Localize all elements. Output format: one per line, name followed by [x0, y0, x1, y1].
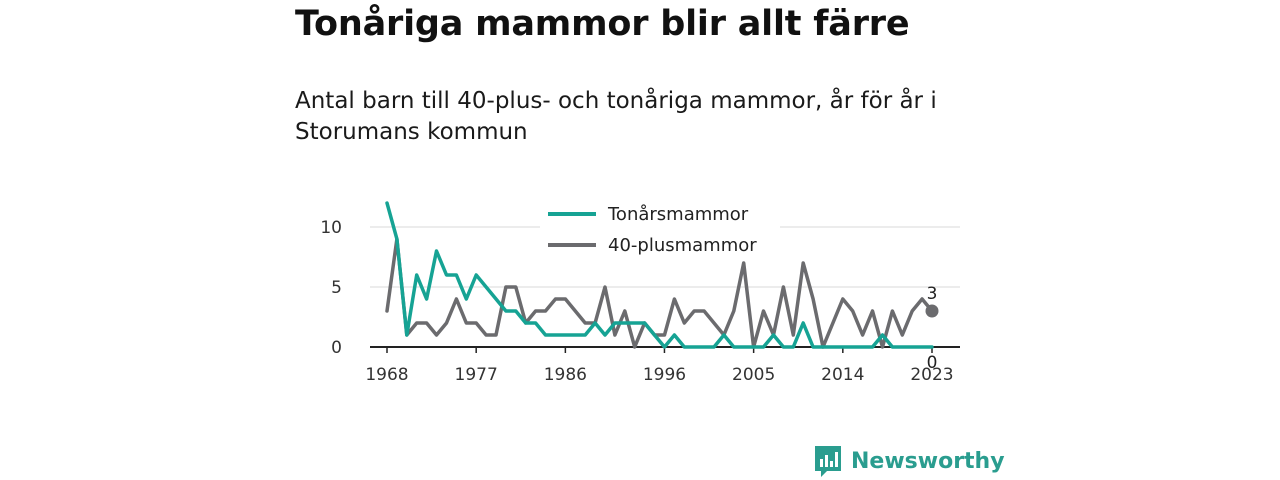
newsworthy-logo-icon — [815, 446, 841, 477]
end-label-40-plusmammor: 3 — [927, 284, 938, 304]
brand-name: Newsworthy — [851, 448, 1005, 474]
chart-subtitle: Antal barn till 40-plus- och tonåriga ma… — [295, 88, 937, 145]
legend: Tonårsmammor 40-plusmammor — [540, 198, 780, 260]
x-tick-label: 2014 — [821, 365, 864, 385]
x-tick-label: 2005 — [732, 365, 775, 385]
end-label-tonarsmammor: 0 — [927, 353, 938, 373]
end-labels: 30 — [925, 284, 939, 373]
y-tick-label: 10 — [320, 218, 342, 238]
legend-label: Tonårsmammor — [607, 204, 749, 225]
x-tick-label: 1986 — [544, 365, 587, 385]
series-lines — [385, 201, 934, 349]
legend-background — [540, 198, 780, 260]
series-line-tonarsmammor — [385, 201, 934, 349]
y-tick-label: 0 — [331, 338, 342, 358]
legend-label: 40-plusmammor — [608, 235, 757, 256]
x-tick-label: 1996 — [643, 365, 686, 385]
end-point-40-plusmammor — [925, 304, 939, 318]
chart-title: Tonåriga mammor blir allt färre — [295, 4, 910, 44]
x-tick-label: 1977 — [455, 365, 498, 385]
x-tick-label: 2023 — [910, 365, 953, 385]
brand-logo: Newsworthy — [813, 444, 1005, 478]
y-tick-label: 5 — [331, 278, 342, 298]
x-tick-label: 1968 — [365, 365, 408, 385]
series-line-40-plusmammor — [385, 237, 934, 349]
